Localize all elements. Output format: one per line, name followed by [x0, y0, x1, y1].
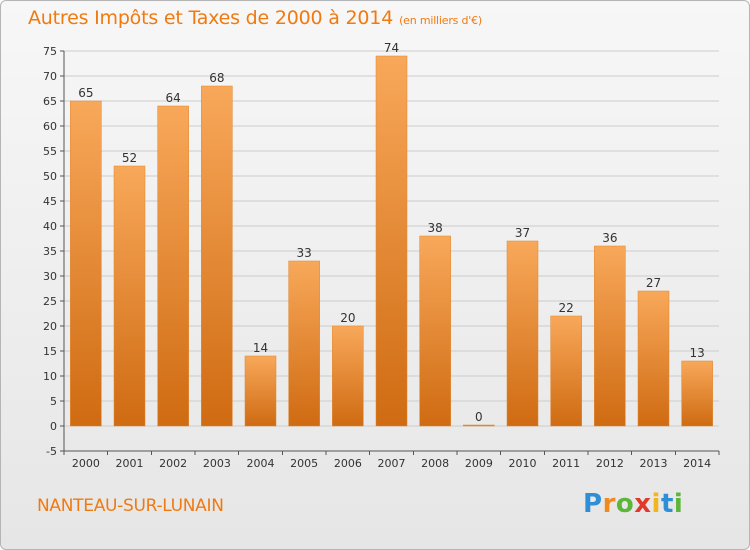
title-unit: (en milliers d'€)	[399, 14, 482, 27]
bar-2001	[113, 165, 146, 427]
x-tick-label-2010: 2010	[509, 457, 537, 470]
x-tick-label-2014: 2014	[683, 457, 711, 470]
x-tick-labels: 2000 2001 2002 2003 2004 2005 2006 2007 2008 2009…	[63, 451, 720, 470]
data-label-2013: 27	[646, 276, 661, 290]
bar-2010	[506, 240, 539, 427]
bar-2008	[419, 235, 451, 427]
bar-2012	[594, 245, 626, 427]
proxiti-logo: Proxiti	[583, 489, 683, 523]
y-tick-label: -5	[46, 445, 57, 458]
logo-letter: x	[634, 489, 652, 519]
bar-2004	[244, 355, 277, 427]
y-tick-label: 5	[50, 395, 57, 408]
data-labels: 65 52 64 68 14 33 20 74 38 0 37 22 36 27 13	[78, 41, 705, 424]
x-tick-label-2005: 2005	[290, 457, 318, 470]
logo-letter: t	[660, 489, 674, 519]
data-label-2001: 52	[122, 151, 137, 165]
data-label-2002: 64	[166, 91, 181, 105]
y-tick-label: 15	[43, 345, 57, 358]
data-label-2011: 22	[559, 301, 574, 315]
x-tick-label-2011: 2011	[552, 457, 580, 470]
axes	[63, 51, 719, 452]
y-tick-label: 25	[43, 295, 57, 308]
logo-letter: i	[651, 489, 661, 519]
y-tick-labels: -5 0 5 10 15 20 25 30 35 40 45 50 55 60 65 70 75	[43, 45, 57, 458]
x-tick-label-2003: 2003	[203, 457, 231, 470]
y-tick-label: 75	[43, 45, 57, 58]
data-label-2009: 0	[475, 410, 483, 424]
data-label-2010: 37	[515, 226, 530, 240]
x-tick-label-2001: 2001	[116, 457, 144, 470]
bar-2003	[201, 85, 233, 427]
bar-2006	[332, 325, 364, 427]
data-label-2014: 13	[690, 346, 705, 360]
data-label-2003: 68	[209, 71, 224, 85]
bar-2000	[70, 100, 102, 427]
logo-letter: o	[615, 489, 635, 519]
logo-letter: i	[673, 489, 684, 519]
bars	[70, 55, 713, 427]
data-label-2000: 65	[78, 86, 93, 100]
bar-2011	[550, 315, 582, 427]
y-tick-label: 70	[43, 70, 57, 83]
data-label-2007: 74	[384, 41, 399, 55]
x-tick-label-2000: 2000	[72, 457, 100, 470]
logo-letter: P	[583, 489, 603, 519]
y-tick-label: 40	[43, 220, 57, 233]
x-tick-label-2009: 2009	[465, 457, 493, 470]
x-tick-label-2013: 2013	[640, 457, 668, 470]
data-label-2008: 38	[428, 221, 443, 235]
x-tick-label-2002: 2002	[159, 457, 187, 470]
y-tick-label: 65	[43, 95, 57, 108]
bar-2007	[375, 55, 408, 427]
data-label-2005: 33	[297, 246, 312, 260]
x-tick-label-2012: 2012	[596, 457, 624, 470]
y-tick-label: 10	[43, 370, 57, 383]
data-label-2012: 36	[602, 231, 617, 245]
bar-2009	[463, 424, 495, 427]
title-text: Autres Impôts et Taxes de 2000 à 2014	[28, 7, 394, 29]
data-label-2006: 20	[340, 311, 355, 325]
x-tick-label-2006: 2006	[334, 457, 362, 470]
y-tick-label: 30	[43, 270, 57, 283]
logo-letter: r	[602, 489, 616, 519]
bar-2013	[637, 290, 670, 427]
y-tick-label: 20	[43, 320, 57, 333]
commune-name: NANTEAU-SUR-LUNAIN	[37, 496, 224, 516]
x-tick-label-2004: 2004	[247, 457, 275, 470]
y-tick-label: 45	[43, 195, 57, 208]
y-tick-label: 60	[43, 120, 57, 133]
data-label-2004: 14	[253, 341, 268, 355]
y-tick-label: 35	[43, 245, 57, 258]
bar-2005	[288, 260, 320, 427]
y-tick-label: 50	[43, 170, 57, 183]
bar-2002	[157, 105, 189, 427]
x-tick-label-2008: 2008	[421, 457, 449, 470]
y-tick-label: 0	[50, 420, 57, 433]
bar-2014	[681, 360, 713, 427]
y-tick-label: 55	[43, 145, 57, 158]
x-tick-label-2007: 2007	[378, 457, 406, 470]
chart-title: Autres Impôts et Taxes de 2000 à 2014 (en…	[28, 7, 482, 29]
